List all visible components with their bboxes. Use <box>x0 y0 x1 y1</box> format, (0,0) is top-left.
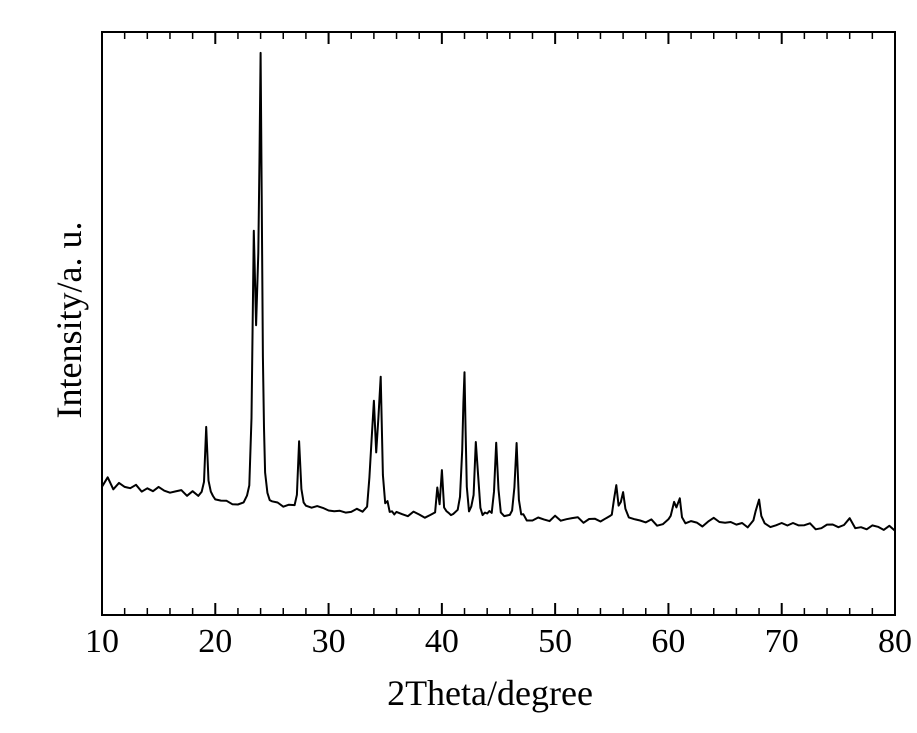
x-tick-label: 20 <box>190 623 240 661</box>
xrd-chart: Intensity/a. u. 2Theta/degree 10 20 30 40 50… <box>0 0 917 733</box>
y-axis-label: Intensity/a. u. <box>48 170 90 470</box>
x-tick-label: 70 <box>757 623 807 661</box>
x-tick-label: 40 <box>417 623 467 661</box>
x-tick-label: 60 <box>643 623 693 661</box>
x-axis-label: 2Theta/degree <box>310 672 670 714</box>
x-tick-label: 30 <box>304 623 354 661</box>
x-tick-label: 50 <box>530 623 580 661</box>
x-tick-label: 80 <box>870 623 917 661</box>
x-tick-label: 10 <box>77 623 127 661</box>
